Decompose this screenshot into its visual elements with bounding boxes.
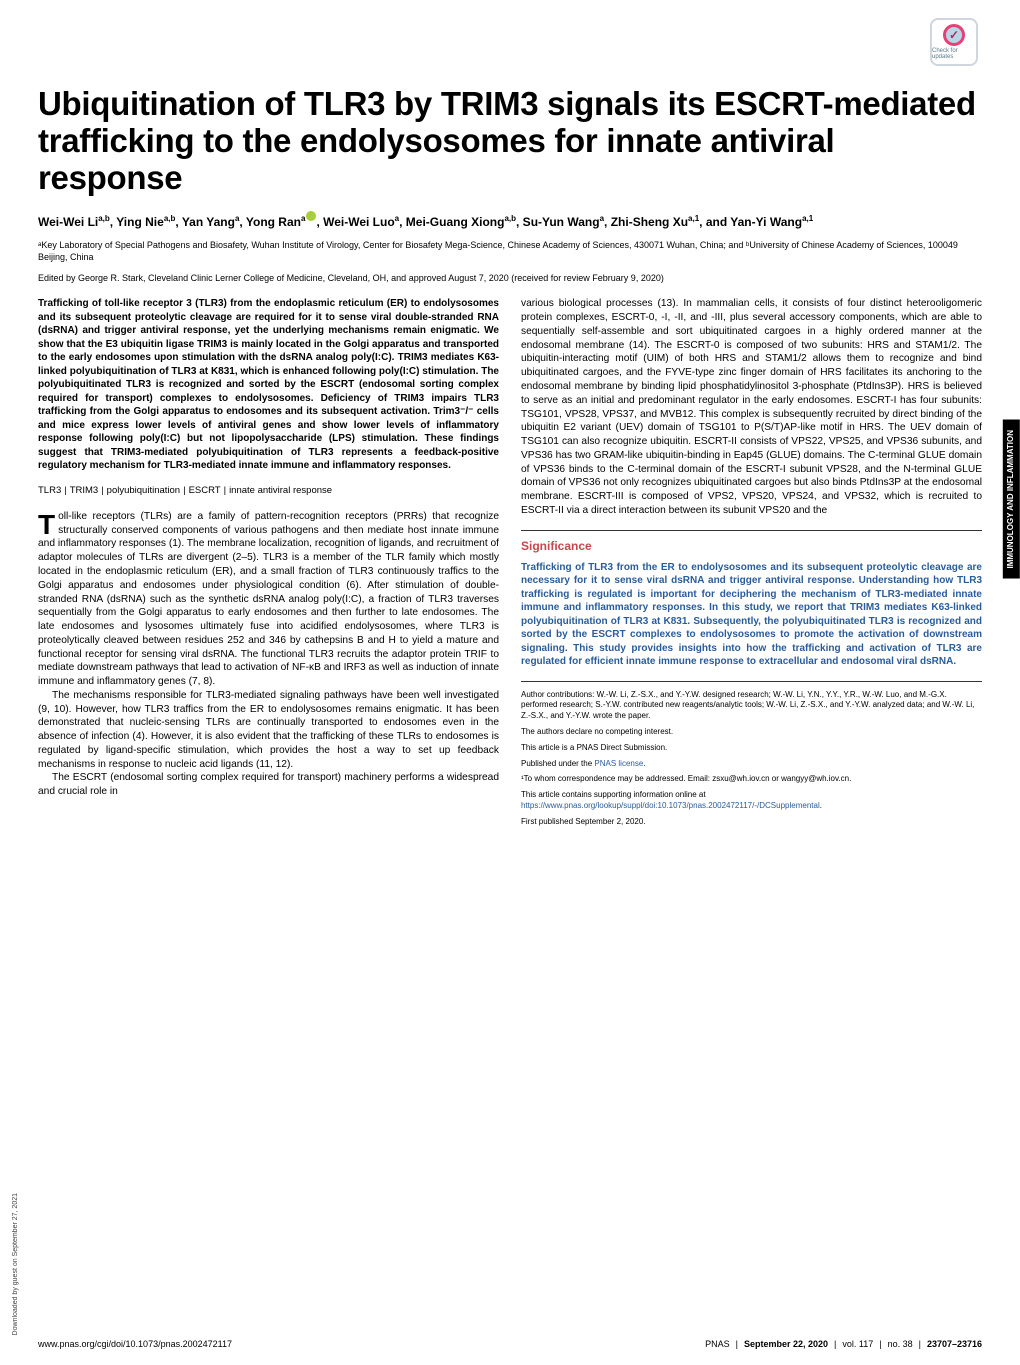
suppl-line: This article contains supporting informa… [521, 790, 982, 812]
right-column: various biological processes (13). In ma… [521, 297, 982, 832]
article-meta: Author contributions: W.-W. Li, Z.-S.X.,… [521, 681, 982, 828]
body-left-p3: The ESCRT (endosomal sorting complex req… [38, 771, 499, 799]
footer-date: September 22, 2020 [744, 1339, 828, 1349]
edited-by: Edited by George R. Stark, Cleveland Cli… [38, 273, 982, 283]
kw-0: TLR3 [38, 485, 61, 496]
section-tab: IMMUNOLOGY AND INFLAMMATION [1003, 420, 1020, 579]
page-footer: www.pnas.org/cgi/doi/10.1073/pnas.200247… [38, 1339, 982, 1349]
keywords-line: TLR3|TRIM3|polyubiquitination|ESCRT|inna… [38, 485, 499, 496]
suppl-suffix: . [820, 801, 822, 810]
check-circle-icon [943, 24, 965, 46]
two-column-layout: Trafficking of toll-like receptor 3 (TLR… [38, 297, 982, 832]
footer-journal: PNAS [705, 1339, 730, 1349]
suppl-prefix: This article contains supporting informa… [521, 790, 706, 799]
author-contributions: Author contributions: W.-W. Li, Z.-S.X.,… [521, 690, 982, 722]
correspondence: ¹To whom correspondence may be addressed… [521, 774, 982, 785]
footer-vol: vol. 117 [842, 1339, 873, 1349]
suppl-link[interactable]: https://www.pnas.org/lookup/suppl/doi:10… [521, 801, 820, 810]
left-column: Trafficking of toll-like receptor 3 (TLR… [38, 297, 499, 832]
body-left-p1: oll-like receptors (TLRs) are a family o… [38, 511, 499, 687]
significance-box: Significance Trafficking of TLR3 from th… [521, 530, 982, 669]
badge-label: Check for updates [932, 48, 976, 60]
significance-heading: Significance [521, 539, 982, 553]
competing-interest: The authors declare no competing interes… [521, 727, 982, 738]
license-prefix: Published under the [521, 759, 594, 768]
body-left: Toll-like receptors (TLRs) are a family … [38, 510, 499, 799]
significance-text: Trafficking of TLR3 from the ER to endol… [521, 561, 982, 669]
license-suffix: . [643, 759, 645, 768]
orcid-icon[interactable] [306, 211, 316, 221]
article-title: Ubiquitination of TLR3 by TRIM3 signals … [38, 86, 982, 197]
authors-line: Wei-Wei Lia,b, Ying Niea,b, Yan Yanga, Y… [38, 211, 982, 230]
footer-no: no. 38 [888, 1339, 913, 1349]
license-line: Published under the PNAS license. [521, 759, 982, 770]
body-right: various biological processes (13). In ma… [521, 297, 982, 517]
doi-link[interactable]: www.pnas.org/cgi/doi/10.1073/pnas.200247… [38, 1339, 232, 1349]
download-note: Downloaded by guest on September 27, 202… [12, 1193, 19, 1335]
dropcap: T [38, 510, 58, 537]
authors-part1: Wei-Wei Lia,b, Ying Niea,b, Yan Yanga, Y… [38, 215, 305, 229]
kw-1: TRIM3 [70, 485, 99, 496]
check-updates-badge[interactable]: Check for updates [930, 18, 978, 66]
body-left-p2: The mechanisms responsible for TLR3-medi… [38, 689, 499, 772]
authors-part2: , Wei-Wei Luoa, Mei-Guang Xionga,b, Su-Y… [316, 215, 813, 229]
footer-right: PNAS|September 22, 2020|vol. 117|no. 38|… [705, 1339, 982, 1349]
kw-4: innate antiviral response [229, 485, 332, 496]
license-link[interactable]: PNAS license [594, 759, 643, 768]
abstract: Trafficking of toll-like receptor 3 (TLR… [38, 297, 499, 473]
body-right-p1: various biological processes (13). In ma… [521, 297, 982, 517]
first-published: First published September 2, 2020. [521, 817, 982, 828]
affiliations: ᵃKey Laboratory of Special Pathogens and… [38, 240, 982, 263]
footer-pages: 23707–23716 [927, 1339, 982, 1349]
submission-type: This article is a PNAS Direct Submission… [521, 743, 982, 754]
kw-2: polyubiquitination [107, 485, 180, 496]
kw-3: ESCRT [189, 485, 221, 496]
